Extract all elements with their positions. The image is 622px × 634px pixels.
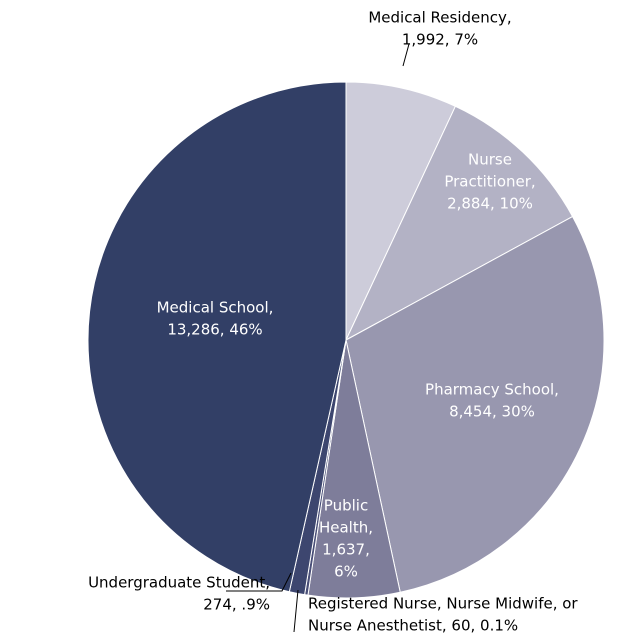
slice-label: 274, .9% bbox=[203, 596, 270, 614]
slice-label: 8,454, 30% bbox=[449, 403, 535, 421]
slice-label: 13,286, 46% bbox=[167, 321, 262, 339]
pie-slice bbox=[345, 81, 457, 341]
slice-label: 6% bbox=[334, 563, 358, 581]
pie-slice bbox=[345, 215, 605, 593]
slice-label: Medical School, bbox=[157, 299, 274, 317]
slice-label: Practitioner, bbox=[444, 173, 535, 191]
slice-label: Nurse Anesthetist, 60, 0.1% bbox=[308, 617, 518, 634]
slice-label: Pharmacy School, bbox=[425, 381, 559, 399]
slice-label: Medical Residency, bbox=[368, 9, 511, 27]
slice-label: Undergraduate Student, bbox=[88, 574, 270, 592]
slice-label: 2,884, 10% bbox=[447, 195, 533, 213]
slice-label: 1,992, 7% bbox=[402, 31, 478, 49]
slice-label: Nurse bbox=[468, 151, 512, 169]
pie-slice bbox=[344, 105, 574, 342]
pie-slice bbox=[87, 81, 347, 593]
slice-label: Public bbox=[324, 497, 368, 515]
leader-line bbox=[402, 43, 410, 67]
leader-line bbox=[226, 572, 292, 592]
slice-label: Registered Nurse, Nurse Midwife, or bbox=[308, 595, 578, 613]
slice-label: 1,637, bbox=[322, 541, 370, 559]
leader-line bbox=[293, 589, 299, 633]
slice-label: Health, bbox=[319, 519, 373, 537]
